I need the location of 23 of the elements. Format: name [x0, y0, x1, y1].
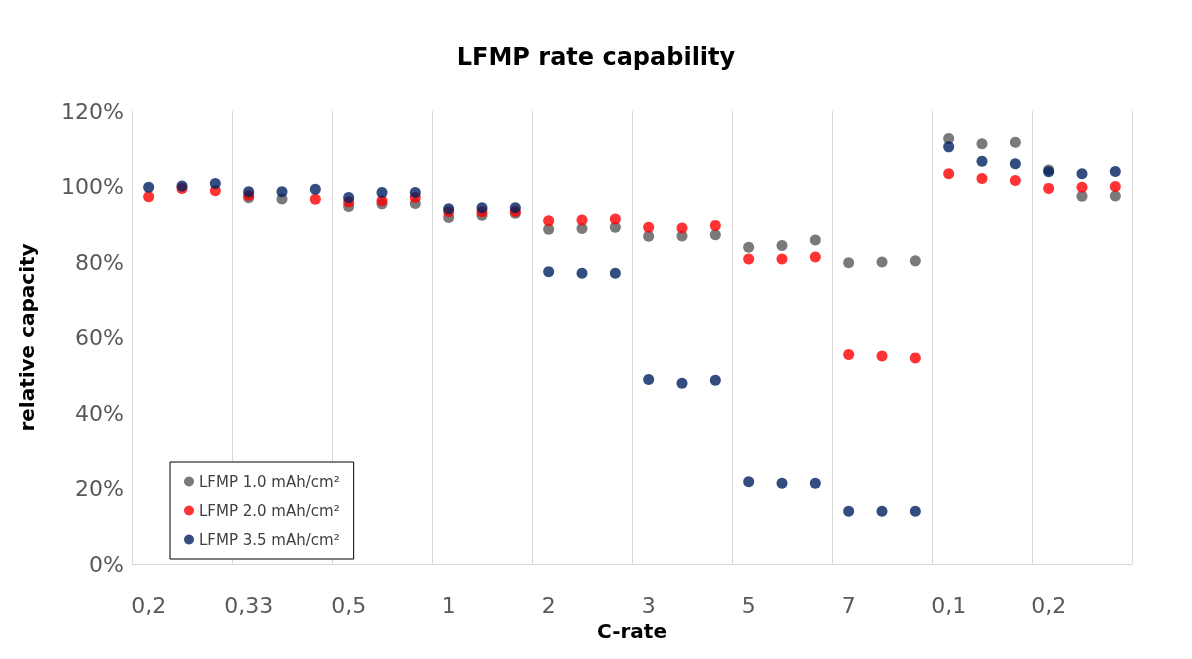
y-tick-label: 0% [89, 551, 124, 577]
x-tick-label: 7 [841, 592, 856, 618]
y-tick-label: 80% [75, 249, 124, 275]
legend-label: LFMP 2.0 mAh/cm² [199, 501, 340, 520]
x-tick-label: 1 [441, 592, 456, 618]
x-tick-label: 3 [641, 592, 656, 618]
y-tick-label: 60% [75, 325, 124, 350]
legend-label: LFMP 1.0 mAh/cm² [199, 472, 340, 491]
x-tick-label: 2 [541, 592, 556, 618]
y-tick-label: 120% [61, 98, 124, 124]
x-tick-label: 0,2 [1031, 592, 1067, 618]
x-tick-label: 0,33 [224, 592, 274, 618]
x-axis-title: C-rate [597, 618, 667, 643]
x-tick-label: 0,1 [931, 592, 967, 618]
y-tick-label: 40% [75, 400, 124, 426]
x-tick-label: 5 [741, 592, 756, 618]
chart-title: LFMP rate capability [456, 43, 736, 71]
legend-label: LFMP 3.5 mAh/cm² [199, 530, 340, 549]
y-tick-label: 20% [75, 476, 124, 501]
y-tick-label: 100% [61, 174, 124, 199]
x-tick-label: 0,5 [331, 592, 367, 618]
x-tick-label: 0,2 [131, 592, 167, 618]
y-axis-title: relative capacity [15, 243, 39, 432]
